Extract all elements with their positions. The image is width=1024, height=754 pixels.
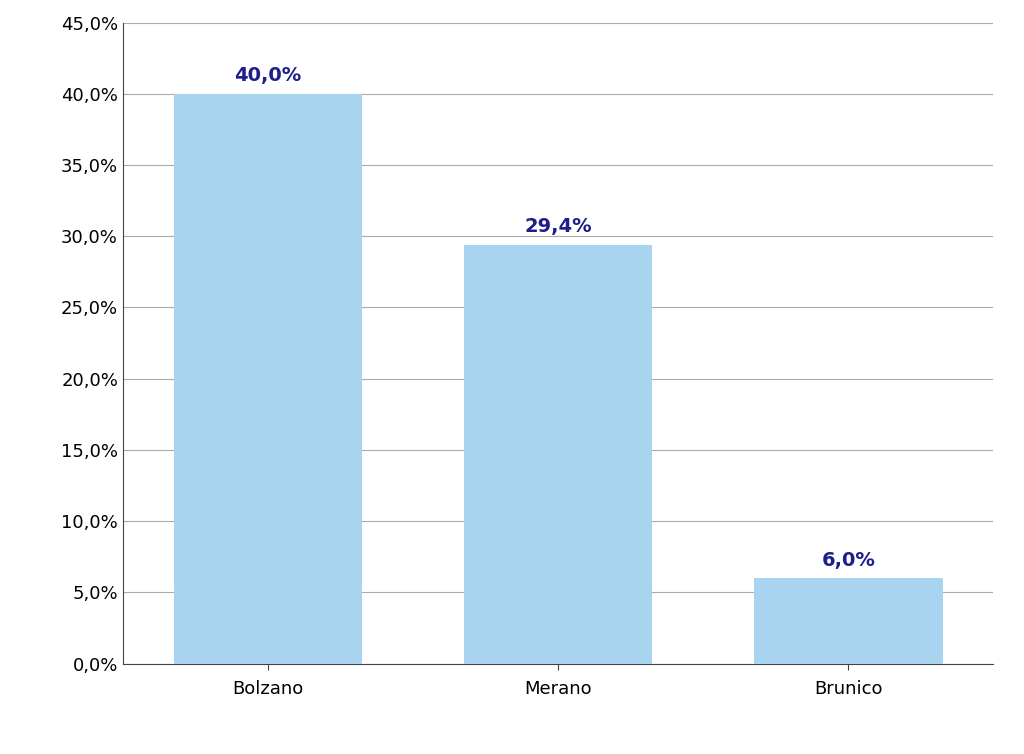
Text: 6,0%: 6,0% <box>821 550 876 569</box>
Text: 40,0%: 40,0% <box>234 66 302 85</box>
Text: 29,4%: 29,4% <box>524 217 592 236</box>
Bar <box>754 578 942 664</box>
Bar <box>464 245 652 664</box>
Bar <box>174 93 362 664</box>
